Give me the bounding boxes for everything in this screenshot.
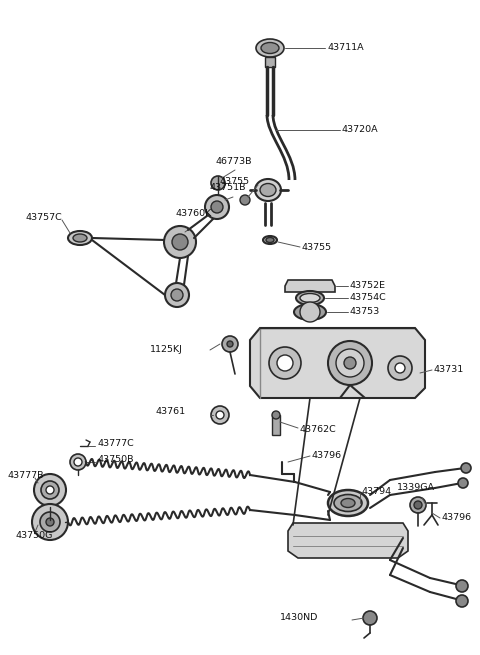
Circle shape: [32, 504, 68, 540]
Circle shape: [211, 406, 229, 424]
Circle shape: [74, 458, 82, 466]
Text: 1125KJ: 1125KJ: [150, 345, 183, 354]
Ellipse shape: [255, 179, 281, 201]
Polygon shape: [288, 523, 408, 558]
Text: 43755: 43755: [302, 242, 332, 252]
Circle shape: [205, 195, 229, 219]
Text: 1430ND: 1430ND: [280, 614, 318, 622]
Circle shape: [165, 283, 189, 307]
Ellipse shape: [294, 304, 326, 320]
Text: 43760K: 43760K: [175, 208, 211, 217]
Circle shape: [388, 356, 412, 380]
Circle shape: [456, 580, 468, 592]
Text: 1339GA: 1339GA: [397, 483, 435, 491]
Text: 43720A: 43720A: [342, 126, 379, 134]
Circle shape: [277, 355, 293, 371]
Ellipse shape: [266, 238, 274, 242]
Text: 43796: 43796: [442, 512, 472, 521]
Circle shape: [458, 478, 468, 488]
Polygon shape: [250, 328, 425, 398]
Ellipse shape: [334, 495, 362, 512]
Circle shape: [46, 518, 54, 526]
Ellipse shape: [341, 498, 355, 508]
Circle shape: [227, 341, 233, 347]
Text: 43731: 43731: [434, 365, 464, 375]
Circle shape: [164, 226, 196, 258]
Circle shape: [336, 349, 364, 377]
Ellipse shape: [68, 231, 92, 245]
Circle shape: [300, 302, 320, 322]
Ellipse shape: [73, 234, 87, 242]
Circle shape: [70, 454, 86, 470]
Ellipse shape: [328, 490, 368, 516]
Text: 43777C: 43777C: [97, 438, 134, 447]
Ellipse shape: [263, 236, 277, 244]
Circle shape: [344, 357, 356, 369]
Circle shape: [172, 234, 188, 250]
Circle shape: [410, 497, 426, 513]
Ellipse shape: [296, 291, 324, 305]
Polygon shape: [285, 280, 335, 292]
Circle shape: [395, 363, 405, 373]
Circle shape: [456, 595, 468, 607]
Circle shape: [269, 347, 301, 379]
Circle shape: [222, 336, 238, 352]
Circle shape: [211, 201, 223, 213]
Text: 43750G: 43750G: [15, 531, 52, 540]
Circle shape: [171, 289, 183, 301]
Text: 46773B: 46773B: [215, 157, 252, 166]
Bar: [265, 57, 275, 67]
Text: 43777B: 43777B: [8, 472, 45, 481]
Circle shape: [272, 411, 280, 419]
Text: 43754C: 43754C: [350, 293, 387, 303]
Circle shape: [41, 481, 59, 499]
Text: 43757C: 43757C: [25, 214, 62, 223]
Circle shape: [216, 411, 224, 419]
Circle shape: [414, 501, 422, 509]
Text: 43751B: 43751B: [210, 183, 247, 193]
Text: 43761: 43761: [155, 407, 185, 417]
Ellipse shape: [256, 39, 284, 57]
Circle shape: [240, 195, 250, 205]
Circle shape: [363, 611, 377, 625]
Circle shape: [461, 463, 471, 473]
Bar: [272, 415, 280, 435]
Text: 43753: 43753: [350, 307, 380, 316]
Ellipse shape: [300, 293, 320, 303]
Circle shape: [34, 474, 66, 506]
Circle shape: [211, 176, 225, 190]
Circle shape: [328, 341, 372, 385]
Text: 43755: 43755: [220, 178, 250, 187]
Text: 43794: 43794: [362, 487, 392, 496]
Text: 43711A: 43711A: [327, 43, 364, 52]
Circle shape: [40, 512, 60, 532]
Text: 43752E: 43752E: [350, 282, 386, 291]
Circle shape: [46, 486, 54, 494]
Ellipse shape: [261, 43, 279, 54]
Ellipse shape: [260, 183, 276, 196]
Text: 43762C: 43762C: [300, 426, 337, 434]
Text: 43796: 43796: [312, 451, 342, 460]
Text: 43750B: 43750B: [97, 455, 133, 464]
